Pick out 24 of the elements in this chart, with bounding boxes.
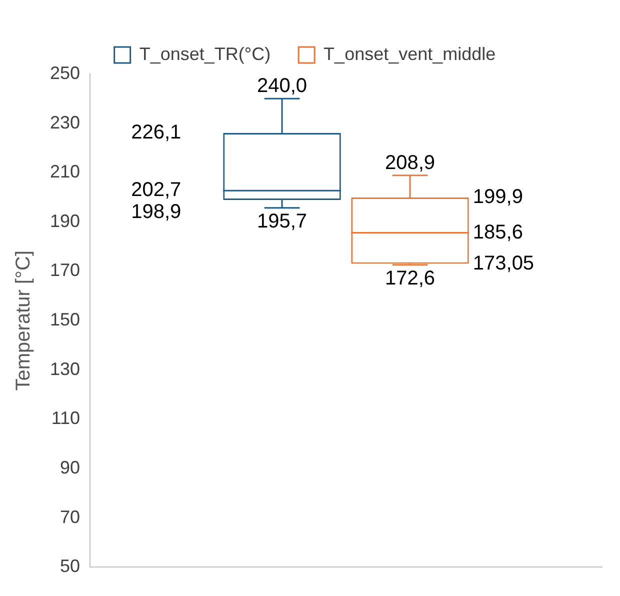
y-tick-label: 70: [60, 506, 80, 527]
y-tick-label: 190: [50, 210, 80, 231]
annotation: 202,7: [131, 179, 182, 202]
annotation: 185,6: [472, 221, 523, 244]
y-tick-label: 90: [60, 458, 80, 478]
y-axis-title: Temperatur [°C]: [12, 250, 35, 391]
legend-label: T_onset_vent_middle: [324, 44, 496, 64]
y-tick-label: 230: [50, 112, 80, 132]
y-tick-label: 50: [60, 556, 80, 576]
annotation: 199,9: [472, 186, 523, 208]
y-tick-label: 150: [50, 310, 80, 330]
y-tick-label: 170: [50, 260, 80, 280]
annotation: 208,9: [384, 152, 436, 174]
legend-label: T_onset_TR(°C): [139, 44, 271, 64]
annotation: 172,6: [384, 267, 436, 290]
annotation: 173,05: [472, 252, 534, 274]
y-tick-label: 210: [50, 162, 80, 182]
annotation: 226,1: [131, 121, 182, 144]
y-tick-label: 130: [50, 358, 80, 379]
y-tick-label: 250: [50, 62, 80, 83]
annotation: 240,0: [256, 75, 308, 98]
annotation: 195,7: [256, 210, 308, 232]
annotation: 198,9: [131, 201, 182, 224]
y-tick-label: 110: [51, 408, 80, 428]
